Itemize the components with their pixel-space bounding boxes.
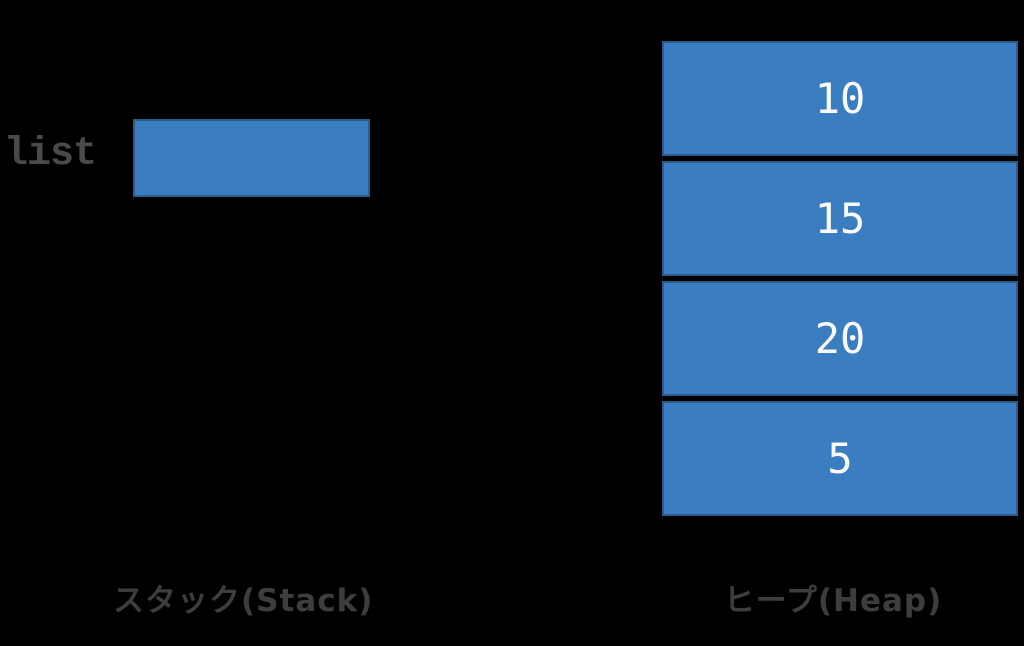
heap-cell-value: 10 bbox=[814, 74, 866, 123]
heap-cell: 20 bbox=[662, 281, 1018, 396]
heap-cell-value: 5 bbox=[827, 434, 853, 483]
heap-cell: 10 bbox=[662, 41, 1018, 156]
heap-cell: 15 bbox=[662, 161, 1018, 276]
heap-region-label: ヒープ(Heap) bbox=[723, 583, 943, 619]
stack-pointer-box bbox=[133, 119, 370, 197]
stack-region-label: スタック(Stack) bbox=[113, 583, 374, 619]
heap-cell: 5 bbox=[662, 401, 1018, 516]
heap-column: 10 15 20 5 bbox=[662, 41, 1018, 516]
stack-variable-name: list bbox=[4, 132, 97, 177]
heap-cell-value: 15 bbox=[814, 194, 866, 243]
heap-cell-value: 20 bbox=[814, 314, 866, 363]
